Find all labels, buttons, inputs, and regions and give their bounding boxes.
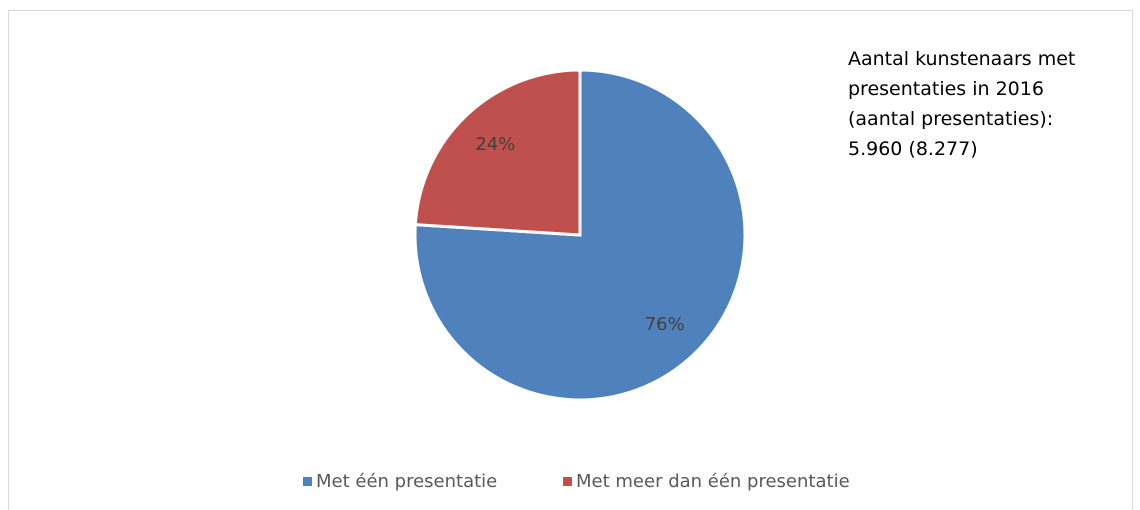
annotation: Aantal kunstenaars met presentaties in 2…	[848, 48, 1076, 160]
legend-swatch	[563, 477, 572, 486]
pie-slice	[413, 68, 582, 237]
pie-slice	[413, 68, 747, 402]
chart-border	[8, 10, 1133, 510]
legend-swatch	[303, 477, 312, 486]
data-label: 76%	[645, 314, 685, 335]
data-label: 24%	[475, 134, 515, 155]
legend-label: Met één presentatie	[316, 471, 497, 492]
legend-label: Met meer dan één presentatie	[576, 471, 850, 492]
